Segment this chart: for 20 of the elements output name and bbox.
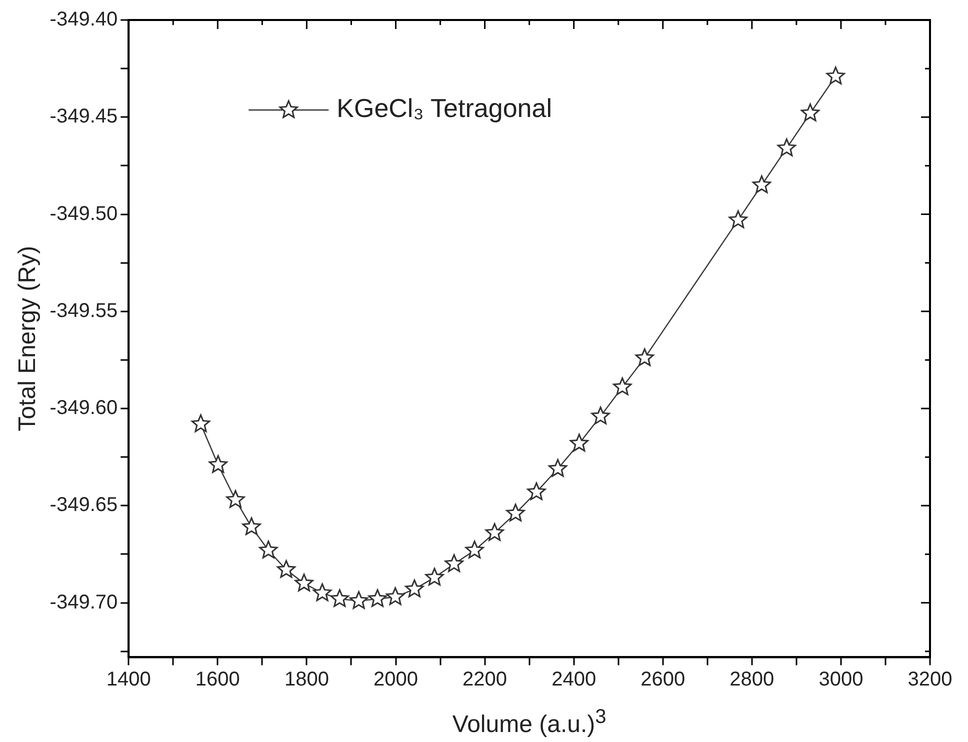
- x-tick-label: 2000: [374, 668, 418, 691]
- y-tick-label: -349.40: [50, 8, 118, 31]
- x-tick-label: 3200: [908, 668, 952, 691]
- y-tick-label: -349.55: [50, 300, 118, 322]
- y-axis-title: Total Energy (Ry): [14, 246, 42, 432]
- x-tick-label: 2600: [640, 668, 686, 691]
- y-tick-label: -349.45: [50, 106, 118, 128]
- x-tick-label: 1800: [284, 668, 329, 691]
- y-tick-label: -349.60: [50, 397, 118, 420]
- y-tick-label: -349.65: [50, 494, 118, 516]
- y-tick-label: -349.70: [50, 591, 118, 614]
- x-tick-label: 2200: [462, 668, 508, 691]
- y-tick-label: -349.50: [50, 202, 118, 225]
- x-tick-label: 3000: [818, 668, 864, 691]
- x-tick-label: 2800: [730, 668, 774, 691]
- x-axis-title: Volume (a.u.)$^{3}$: [452, 706, 606, 739]
- x-tick-label: 1400: [106, 668, 151, 691]
- x-tick-label: 2400: [552, 668, 596, 691]
- legend-label: KGeCl₃ Tetragonal: [336, 93, 552, 124]
- x-tick-label: 1600: [195, 668, 240, 691]
